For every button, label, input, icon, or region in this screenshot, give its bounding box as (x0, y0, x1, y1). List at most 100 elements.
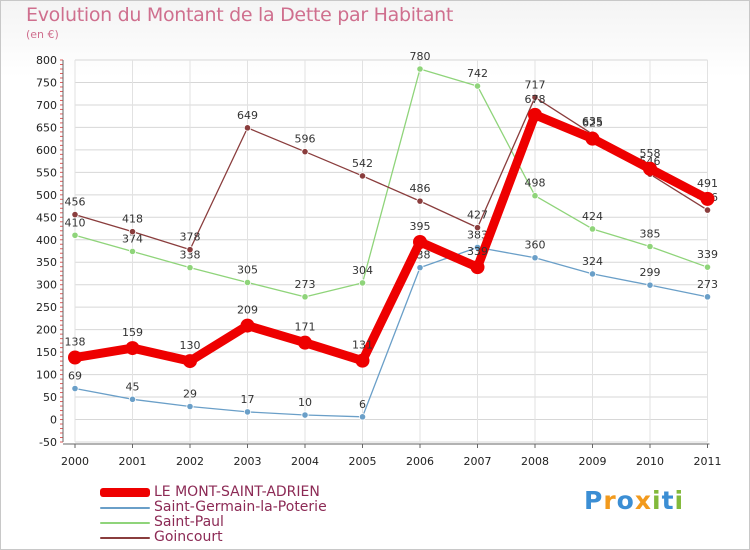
data-label: 159 (122, 326, 143, 339)
logo-letter: P (584, 486, 604, 515)
data-point (703, 263, 712, 271)
data-label: 338 (180, 249, 201, 262)
data-label: 383 (467, 228, 488, 241)
data-point (243, 124, 252, 132)
data-point (358, 279, 367, 287)
x-tick-label: 2006 (406, 455, 434, 468)
data-label: 69 (68, 370, 82, 383)
data-point (531, 93, 539, 101)
legend-swatch (100, 521, 150, 524)
data-point (528, 107, 542, 122)
data-point (243, 278, 252, 287)
data-label: 486 (410, 182, 431, 195)
y-tick-label: 800 (36, 54, 57, 67)
data-point (416, 65, 424, 73)
proxiti-logo: Proxiti (584, 486, 684, 515)
y-tick-label: 50 (43, 391, 57, 404)
data-label: 171 (295, 321, 316, 334)
x-tick-label: 2005 (349, 455, 377, 468)
x-tick-label: 2009 (579, 455, 607, 468)
y-tick-label: 250 (36, 301, 57, 314)
data-point (585, 131, 600, 146)
data-label: 385 (640, 228, 661, 241)
x-tick-label: 2008 (521, 455, 549, 468)
data-point (413, 235, 427, 250)
data-point (588, 270, 597, 278)
x-tick-label: 2007 (464, 455, 492, 468)
data-label: 427 (467, 209, 488, 222)
data-point (358, 413, 367, 421)
data-label: 558 (640, 147, 661, 160)
legend-swatch (100, 536, 150, 539)
data-point (646, 281, 654, 289)
data-label: 378 (180, 231, 201, 244)
data-point (358, 172, 367, 180)
data-point (183, 354, 197, 369)
data-label: 6 (359, 398, 366, 411)
chart-subtitle: (en €) (26, 28, 59, 41)
data-label: 360 (525, 239, 546, 252)
data-point (700, 191, 715, 206)
series-line-3 (74, 68, 709, 298)
data-label: 273 (295, 278, 316, 291)
x-tick-label: 2003 (234, 455, 262, 468)
y-tick-label: 0 (50, 414, 57, 427)
y-tick-label: 100 (36, 369, 57, 382)
legend-swatch (100, 506, 150, 509)
data-label: 299 (640, 266, 661, 279)
data-point (71, 231, 79, 239)
data-label: 498 (525, 177, 546, 190)
data-label: 209 (237, 304, 258, 317)
data-label: 742 (467, 67, 488, 80)
data-label: 17 (241, 393, 255, 406)
y-tick-label: 300 (36, 279, 57, 292)
legend-label: Saint-Germain-la-Poterie (154, 499, 327, 515)
data-point (186, 246, 194, 254)
data-label: 596 (295, 133, 316, 146)
y-tick-label: 650 (36, 121, 57, 134)
legend-label: Goincourt (154, 529, 223, 545)
legend: LE MONT-SAINT-ADRIEN Saint-Germain-la-Pot… (100, 485, 327, 545)
data-label: 678 (525, 93, 546, 106)
data-point (71, 210, 79, 219)
y-tick-label: 550 (36, 166, 57, 179)
x-tick-label: 2004 (291, 455, 319, 468)
data-label: 780 (410, 50, 431, 63)
data-point (186, 264, 194, 272)
x-tick-label: 2010 (636, 455, 664, 468)
data-point (531, 254, 539, 262)
data-point (703, 206, 712, 214)
legend-item: LE MONT-SAINT-ADRIEN (100, 485, 327, 500)
data-point (643, 161, 657, 176)
data-point (531, 192, 539, 200)
y-tick-label: 200 (36, 324, 57, 337)
data-label: 542 (352, 157, 373, 170)
x-tick-label: 2000 (61, 455, 89, 468)
logo-letter: r (603, 486, 617, 515)
data-label: 374 (122, 232, 143, 245)
legend-swatch (100, 488, 150, 497)
data-label: 717 (525, 78, 546, 91)
data-label: 649 (237, 109, 258, 122)
data-label: 304 (352, 264, 373, 277)
data-point (298, 335, 312, 350)
data-point (416, 197, 424, 205)
data-label: 29 (183, 387, 197, 400)
data-label: 456 (65, 196, 86, 209)
legend-item: Goincourt (100, 530, 327, 545)
logo-letter: i (674, 486, 685, 515)
legend-label: LE MONT-SAINT-ADRIEN (154, 484, 320, 500)
data-point (128, 228, 137, 236)
chart-title: Evolution du Montant de la Dette par Hab… (26, 4, 454, 26)
data-point (128, 247, 137, 256)
data-label: 491 (697, 177, 718, 190)
data-point (355, 353, 370, 368)
data-label: 131 (352, 339, 373, 352)
y-tick-label: 150 (36, 346, 57, 359)
data-point (125, 341, 140, 356)
data-label: 410 (65, 216, 86, 229)
data-point (473, 82, 482, 90)
x-tick-label: 2011 (694, 455, 722, 468)
